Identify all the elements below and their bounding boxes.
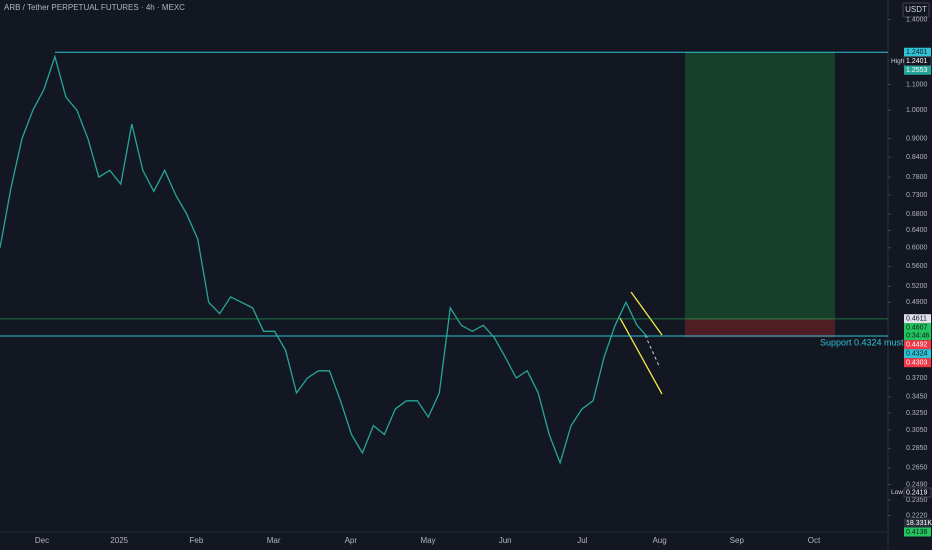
channel-line (630, 291, 663, 336)
price-badge-label: 0.4611 (906, 316, 927, 323)
x-tick-label: Aug (652, 536, 666, 545)
chart-title: ARB / Tether PERPETUAL FUTURES · 4h · ME… (4, 3, 185, 12)
price-badge-label: 1.2401 (906, 49, 928, 56)
y-tick-label: 0.8400 (906, 154, 928, 161)
y-tick-label: 0.4900 (906, 299, 928, 306)
y-tick-label: 0.7300 (906, 192, 928, 199)
price-badge-label: 0.2419 (906, 489, 928, 496)
price-badge-label: 0.4303 (906, 360, 928, 367)
x-tick-label: Dec (35, 536, 49, 545)
y-tick-label: 0.5200 (906, 283, 928, 290)
y-tick-label: 0.3700 (906, 375, 928, 382)
target-zone (685, 52, 835, 319)
y-tick-label: 0.3250 (906, 410, 928, 417)
y-tick-label: 1.1000 (906, 81, 928, 88)
price-badge (904, 340, 931, 350)
price-badge (903, 487, 932, 498)
x-tick-label: Jul (577, 536, 587, 545)
price-badge-label: 0.4492 (906, 342, 928, 349)
tag-label: Low (891, 489, 903, 496)
y-tick-label: 0.2350 (906, 497, 928, 504)
price-badge-label: 0.4136 (906, 529, 928, 536)
y-tick-label: 0.3050 (906, 427, 928, 434)
annotation: Support 0.4324 must hold (820, 337, 923, 347)
x-tick-label: Apr (345, 536, 358, 545)
y-tick-label: 1.4000 (906, 16, 928, 23)
price-badge-label: 18.331K (906, 520, 932, 527)
y-tick-label: 0.5600 (906, 263, 928, 270)
price-badge-label: 1.2553 (906, 67, 928, 74)
y-tick-label: 1.0000 (906, 107, 928, 114)
x-tick-label: Jun (499, 536, 512, 545)
stop-zone (685, 318, 835, 338)
tag-badge (889, 487, 903, 497)
y-tick-label: 0.2650 (906, 465, 928, 472)
tag-badge (889, 56, 903, 66)
currency-box[interactable] (902, 2, 930, 18)
price-badge (904, 47, 931, 57)
price-badge-label: 0.4324 (906, 351, 928, 358)
price-line (0, 54, 649, 465)
channel-line (619, 317, 663, 395)
y-tick-label: 0.6800 (906, 211, 928, 218)
price-badge (904, 527, 931, 537)
y-tick-label: 0.6400 (906, 227, 928, 234)
tag-label: High (891, 58, 905, 65)
x-tick-label: Sep (730, 536, 745, 545)
x-tick-label: Mar (267, 536, 281, 545)
x-tick-label: May (420, 536, 435, 545)
y-tick-label: 0.2490 (906, 481, 928, 488)
y-tick-label: 0.2220 (906, 512, 928, 519)
x-tick-label: Oct (808, 536, 821, 545)
y-tick-label: 0.7800 (906, 174, 928, 181)
y-tick-label: 0.3450 (906, 394, 928, 401)
price-badge (904, 358, 931, 368)
price-badge (904, 518, 931, 528)
x-tick-label: Feb (190, 536, 204, 545)
price-badge (904, 323, 931, 341)
y-tick-label: 0.9000 (906, 135, 928, 142)
price-badge (904, 349, 931, 359)
y-tick-label: 0.2850 (906, 445, 928, 452)
currency[interactable]: USDT (905, 5, 927, 14)
projection-arrow (644, 334, 661, 369)
y-tick-label: 0.6000 (906, 245, 928, 252)
price-badge-label: 1.2401 (906, 58, 928, 65)
price-badge-label: 0.4607 (906, 325, 928, 332)
countdown: 0:34:46 (906, 333, 929, 340)
price-badge (904, 65, 931, 75)
price-badge (904, 314, 931, 324)
x-tick-label: 2025 (110, 536, 128, 545)
